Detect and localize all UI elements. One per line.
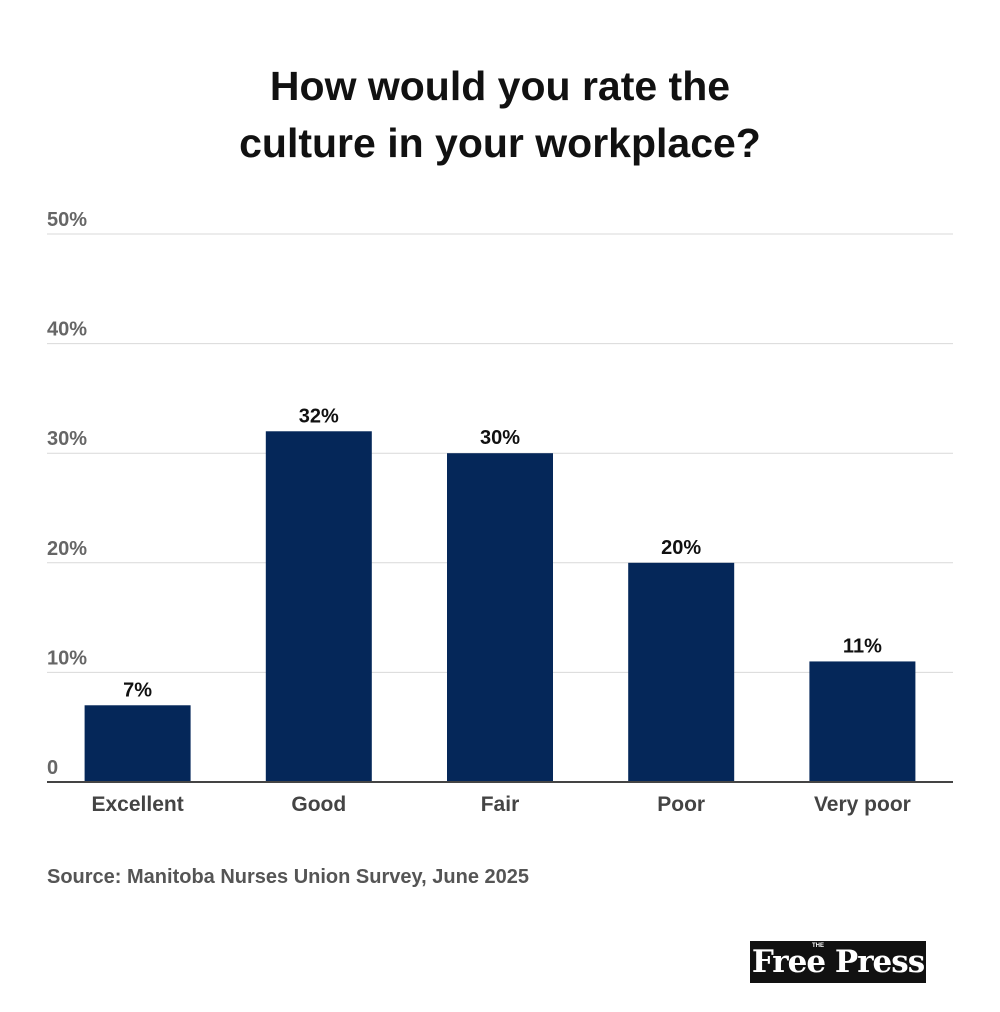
- y-tick-label-50: 50%: [47, 209, 87, 231]
- x-tick-label-0: Excellent: [91, 793, 183, 816]
- y-tick-label-0: 0: [47, 757, 58, 779]
- data-label-2: 30%: [480, 427, 520, 449]
- x-tick-label-4: Very poor: [814, 793, 911, 816]
- bar-1: [265, 431, 372, 782]
- chart-title-line-2: culture in your workplace?: [239, 120, 761, 166]
- bar-0: [84, 705, 191, 782]
- bar-3: [628, 562, 735, 782]
- y-tick-label-20: 20%: [47, 538, 87, 560]
- y-tick-label-40: 40%: [47, 319, 87, 341]
- x-tick-label-1: Good: [291, 793, 346, 816]
- x-tick-label-2: Fair: [481, 793, 520, 816]
- logo-small-text: THE: [812, 943, 824, 949]
- y-tick-label-30: 30%: [47, 428, 87, 450]
- data-label-3: 20%: [661, 537, 701, 559]
- bar-2: [447, 453, 553, 782]
- bar-4: [809, 661, 916, 782]
- x-tick-label-3: Poor: [657, 793, 705, 816]
- data-label-4: 11%: [843, 635, 882, 657]
- data-label-0: 7%: [123, 679, 152, 701]
- chart-title: How would you rate the culture in your w…: [0, 58, 1000, 172]
- logo-text: Free Press: [751, 944, 925, 980]
- chart-title-line-1: How would you rate the: [269, 63, 731, 109]
- data-label-1: 32%: [299, 405, 339, 427]
- y-tick-label-10: 10%: [47, 647, 87, 669]
- source-note: Source: Manitoba Nurses Union Survey, Ju…: [47, 866, 529, 888]
- free-press-logo: THE Free Press: [750, 941, 926, 983]
